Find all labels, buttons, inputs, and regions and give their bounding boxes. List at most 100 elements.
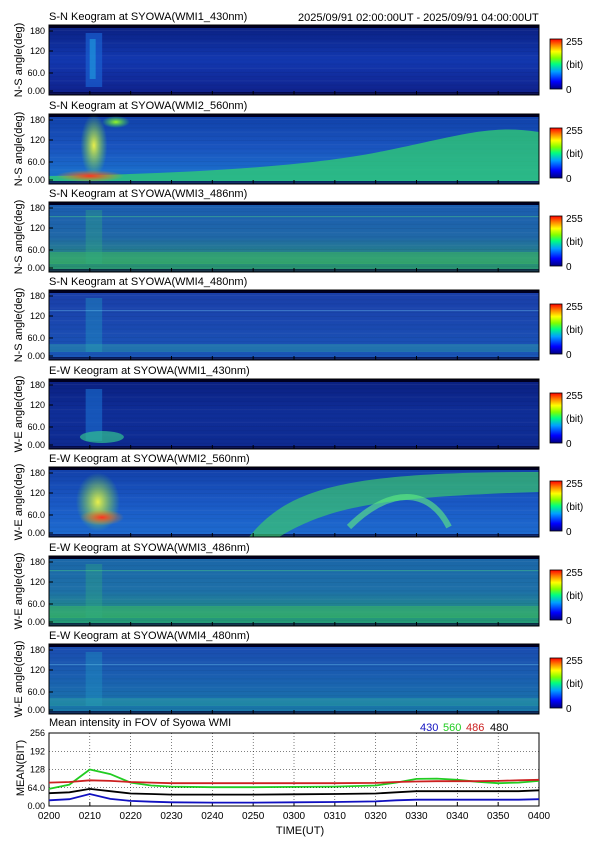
colorbar-unit-label: (bit) — [566, 149, 583, 160]
x-tick-label: 0210 — [79, 811, 102, 822]
keogram-ytick-label: 180 — [30, 203, 45, 213]
keogram-title: E-W Keogram at SYOWA(WMI1_430nm) — [49, 365, 250, 377]
keogram-ytick-label: 120 — [30, 46, 45, 56]
colorbar — [549, 569, 563, 621]
keogram-panel: E-W Keogram at SYOWA(WMI2_560nm) 180 120 60… — [13, 453, 583, 540]
colorbar — [549, 480, 563, 532]
keogram-title: S-N Keogram at SYOWA(WMI3_486nm) — [49, 188, 247, 200]
keogram-ytick-label: 180 — [30, 291, 45, 301]
colorbar — [549, 303, 563, 355]
keogram-ytick-label: 120 — [30, 577, 45, 587]
keogram-panel: S-N Keogram at SYOWA(WMI3_486nm) 180 120 60… — [13, 188, 583, 274]
keogram-ytick-label: 0.00 — [27, 528, 45, 538]
x-tick-label: 0230 — [160, 811, 183, 822]
keogram-title: E-W Keogram at SYOWA(WMI2_560nm) — [49, 453, 250, 465]
keogram-ytick-label: 60.0 — [27, 599, 45, 609]
x-axis-label: TIME(UT) — [276, 825, 324, 837]
keogram-ytick-label: 60.0 — [27, 68, 45, 78]
keogram-ylabel: N-S angle(deg) — [13, 23, 25, 98]
x-tick-label: 0300 — [283, 811, 306, 822]
series-line-430 — [48, 793, 540, 804]
keogram-ytick-label: 0.00 — [27, 86, 45, 96]
keogram-ytick-label: 0.00 — [27, 617, 45, 627]
x-tick-label: 0200 — [38, 811, 61, 822]
keogram-ytick-label: 0.00 — [27, 705, 45, 715]
x-tick-label: 0310 — [324, 811, 347, 822]
keogram-ytick-label: 0.00 — [27, 440, 45, 450]
y-tick-label: 64.0 — [27, 783, 45, 793]
keogram-ytick-label: 120 — [30, 311, 45, 321]
keogram-ylabel: W-E angle(deg) — [13, 641, 25, 718]
keogram-ylabel: N-S angle(deg) — [13, 200, 25, 275]
keogram-panel: S-N Keogram at SYOWA(WMI4_480nm) 180 120 60… — [13, 276, 583, 362]
colorbar-unit-label: (bit) — [566, 414, 583, 425]
keogram-ytick-label: 60.0 — [27, 157, 45, 167]
keogram-ytick-label: 180 — [30, 115, 45, 125]
keogram-image — [49, 25, 539, 95]
keogram-image — [49, 379, 539, 449]
keogram-ytick-label: 60.0 — [27, 245, 45, 255]
legend-item-560: 560 — [443, 722, 461, 734]
keogram-panel: E-W Keogram at SYOWA(WMI1_430nm) 180 120 60… — [13, 365, 583, 452]
keogram-title: E-W Keogram at SYOWA(WMI3_486nm) — [49, 542, 250, 554]
colorbar-min-label: 0 — [566, 527, 572, 538]
colorbar-min-label: 0 — [566, 174, 572, 185]
x-tick-label: 0250 — [242, 811, 265, 822]
keogram-ytick-label: 120 — [30, 135, 45, 145]
keogram-ytick-label: 60.0 — [27, 687, 45, 697]
colorbar-min-label: 0 — [566, 262, 572, 273]
x-tick-label: 0320 — [365, 811, 388, 822]
keogram-ytick-label: 60.0 — [27, 422, 45, 432]
colorbar-min-label: 0 — [566, 616, 572, 627]
keogram-panel: S-N Keogram at SYOWA(WMI1_430nm) 180 120 60… — [13, 11, 583, 97]
keogram-image — [49, 290, 539, 360]
colorbar-max-label: 255 — [566, 214, 583, 225]
colorbar-max-label: 255 — [566, 568, 583, 579]
x-tick-label: 0350 — [487, 811, 510, 822]
colorbar — [549, 215, 563, 267]
keogram-panel: E-W Keogram at SYOWA(WMI3_486nm) 180 120 60… — [13, 542, 583, 629]
colorbar-min-label: 0 — [566, 350, 572, 361]
keogram-panel: E-W Keogram at SYOWA(WMI4_480nm) 180 120 60… — [13, 630, 583, 717]
keogram-ytick-label: 0.00 — [27, 263, 45, 273]
y-tick-label: 256 — [30, 728, 45, 738]
legend-item-480: 480 — [490, 722, 508, 734]
colorbar-unit-label: (bit) — [566, 237, 583, 248]
keogram-ytick-label: 180 — [30, 557, 45, 567]
keogram-ylabel: W-E angle(deg) — [13, 553, 25, 630]
keogram-ytick-label: 180 — [30, 26, 45, 36]
colorbar — [549, 657, 563, 709]
keogram-ytick-label: 120 — [30, 223, 45, 233]
keogram-title: S-N Keogram at SYOWA(WMI2_560nm) — [49, 100, 247, 112]
line-chart-title: Mean intensity in FOV of Syowa WMI — [49, 717, 231, 729]
keogram-ytick-label: 120 — [30, 400, 45, 410]
keogram-title: S-N Keogram at SYOWA(WMI1_430nm) — [49, 11, 247, 23]
keogram-ytick-label: 120 — [30, 665, 45, 675]
colorbar-min-label: 0 — [566, 85, 572, 96]
keogram-ytick-label: 180 — [30, 645, 45, 655]
colorbar-max-label: 255 — [566, 126, 583, 137]
keogram-title: E-W Keogram at SYOWA(WMI4_480nm) — [49, 630, 250, 642]
keogram-ytick-label: 60.0 — [27, 510, 45, 520]
colorbar-max-label: 255 — [566, 37, 583, 48]
y-tick-label: 128 — [30, 765, 45, 775]
x-tick-label: 0330 — [405, 811, 428, 822]
x-tick-label: 0240 — [201, 811, 224, 822]
colorbar-max-label: 255 — [566, 302, 583, 313]
legend-item-486: 486 — [466, 722, 484, 734]
keogram-title: S-N Keogram at SYOWA(WMI4_480nm) — [49, 276, 247, 288]
keogram-ylabel: W-E angle(deg) — [13, 376, 25, 453]
keogram-image — [49, 467, 539, 537]
keogram-ylabel: N-S angle(deg) — [13, 288, 25, 363]
keogram-ytick-label: 180 — [30, 468, 45, 478]
keogram-image — [49, 202, 539, 272]
y-tick-label: 192 — [30, 746, 45, 756]
colorbar-unit-label: (bit) — [566, 60, 583, 71]
x-tick-label: 0340 — [446, 811, 469, 822]
x-tick-label: 0220 — [120, 811, 143, 822]
colorbar — [549, 127, 563, 179]
colorbar-unit-label: (bit) — [566, 502, 583, 513]
keogram-ytick-label: 60.0 — [27, 333, 45, 343]
colorbar-max-label: 255 — [566, 479, 583, 490]
